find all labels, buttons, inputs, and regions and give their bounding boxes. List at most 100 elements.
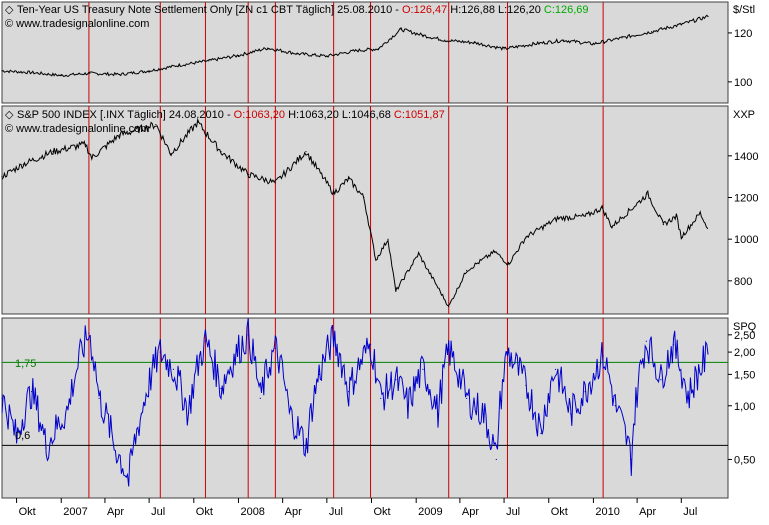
data-point-1-23 [507,263,510,265]
x-tick-label-5: 2008 [240,506,264,518]
data-point-2-12 [187,413,190,415]
data-point-1-31 [675,215,678,217]
data-point-2-33 [506,351,509,353]
data-point-0-25 [707,15,709,18]
data-point-2-13 [204,340,207,342]
data-point-1-5 [118,134,121,136]
data-point-1-0 [1,176,3,178]
data-point-0-3 [89,72,91,74]
data-point-1-3 [84,143,87,145]
data-point-2-36 [554,368,557,370]
data-point-0-24 [680,23,682,25]
data-point-2-21 [333,337,335,339]
data-point-0-7 [208,60,210,62]
sp500-watermark: © www.tradesignalonline.com [5,123,149,135]
x-tick-label-2: Apr [107,506,124,518]
data-point-0-12 [356,49,358,52]
y-tick-label-2-4: 2,50 [734,330,755,342]
data-point-2-39 [602,355,604,357]
data-point-0-19 [533,43,535,45]
data-point-1-34 [706,227,709,229]
data-point-2-27 [422,368,424,370]
data-point-2-30 [466,397,468,399]
sp500-title: S&P 500 INDEX [.INX Täglich] 24.08.2010 … [17,109,445,121]
data-point-1-7 [170,153,172,155]
data-point-0-21 [592,43,595,45]
x-tick-label-11: Jul [506,506,520,518]
treasury-panel-border [1,1,729,104]
data-point-2-26 [407,405,409,407]
data-point-2-35 [540,432,542,434]
data-point-0-18 [503,48,505,50]
x-tick-label-12: Okt [551,506,568,518]
settings-diamond-icon[interactable]: ◇ [5,109,14,121]
ratio-panel-bg [2,318,728,498]
data-point-1-10 [248,173,250,176]
sp500-unit-label: XXP [733,109,755,121]
data-point-1-29 [647,193,649,195]
data-point-1-12 [305,151,307,153]
data-point-1-26 [584,215,586,217]
data-point-2-37 [569,413,572,415]
data-point-1-15 [363,196,365,199]
data-point-1-6 [155,123,157,126]
series-group [1,14,709,487]
data-point-2-4 [67,409,69,411]
data-point-2-8 [128,480,130,482]
data-point-0-9 [266,47,269,49]
upper-reference-label: 1,75 [15,358,36,370]
x-tick-label-4: Okt [196,506,213,518]
data-point-1-32 [680,236,682,238]
lower-reference-label: 0,6 [15,430,30,442]
data-point-1-22 [494,251,496,253]
sp500-panel-border [1,105,729,315]
data-point-1-21 [466,269,468,272]
y-ticks: 100 120 800 1000 1200 1400 0,50 1,00 1,50 2,00 2,5… [728,28,758,466]
x-tick-label-6: Apr [285,506,302,518]
y-tick-label-1-3: 1400 [734,151,758,163]
vertical-marker-lines [88,2,604,498]
data-point-1-20 [448,305,450,308]
settings-diamond-icon[interactable]: ◇ [5,4,14,16]
data-point-2-46 [707,353,709,355]
y-tick-label-1-1: 1000 [734,234,758,246]
data-point-1-27 [601,207,603,209]
data-point-2-38 [584,391,586,393]
data-point-0-8 [237,54,240,57]
sp500-panel-bg [2,106,728,314]
data-point-1-28 [611,226,613,228]
data-point-2-0 [1,397,3,399]
y-tick-label-0-0: 100 [734,77,752,89]
data-point-1-17 [387,238,389,240]
data-point-2-16 [259,397,261,399]
x-tick-label-1: 2007 [63,506,87,518]
data-point-0-6 [178,64,180,66]
data-point-2-29 [448,349,450,351]
data-point-2-42 [645,340,647,342]
treasury-header: ◇ Ten-Year US Treasury Note Settlement O… [5,4,755,30]
data-point-2-15 [247,334,249,336]
y-tick-label-0-1: 120 [734,28,752,40]
data-point-0-17 [473,42,476,44]
data-point-2-19 [305,447,308,449]
x-tick-label-10: Apr [462,506,479,518]
data-point-2-1 [15,438,18,440]
data-point-2-22 [348,391,350,393]
x-tick-label-8: Okt [374,506,391,518]
data-point-2-10 [159,351,161,353]
data-point-2-32 [495,458,497,461]
data-point-2-45 [687,397,689,399]
data-point-2-2 [31,391,33,393]
data-point-0-1 [31,71,33,74]
x-tick-label-9: 2009 [418,506,442,518]
x-tick-label-0: Okt [19,506,36,518]
series-line-1 [1,117,708,307]
data-point-0-2 [60,74,62,77]
data-point-1-1 [22,163,24,165]
data-point-0-15 [422,34,424,36]
data-point-1-14 [348,178,350,180]
data-point-1-9 [220,151,222,153]
x-tick-label-13: 2010 [595,506,619,518]
data-point-0-0 [1,70,3,72]
